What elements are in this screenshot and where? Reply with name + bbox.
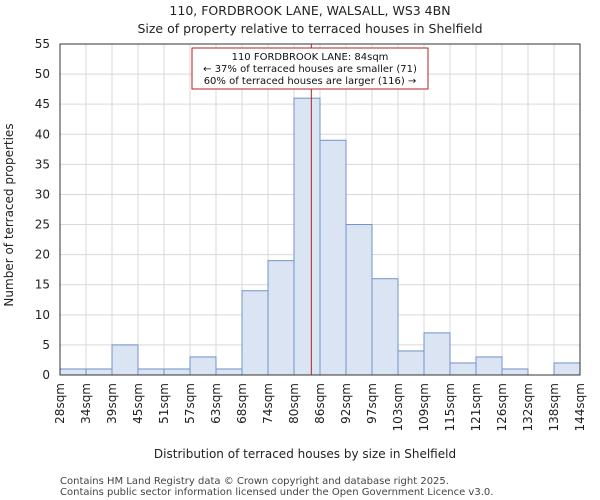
bar — [111, 344, 139, 376]
bar — [85, 368, 113, 376]
bar — [345, 224, 373, 376]
x-tick-label: 144sqm — [573, 383, 587, 431]
x-tick-label: 126sqm — [495, 383, 509, 431]
x-tick-label: 92sqm — [339, 383, 353, 424]
bar — [319, 139, 347, 376]
x-tick-label: 103sqm — [391, 383, 405, 431]
y-tick-label: 25 — [35, 218, 50, 232]
y-tick-label: 20 — [35, 248, 50, 262]
y-tick-label: 35 — [35, 157, 50, 171]
y-tick-label: 0 — [42, 368, 50, 382]
bar — [215, 368, 243, 376]
plot-frame — [59, 43, 581, 376]
bar — [371, 278, 399, 376]
bar — [501, 368, 529, 376]
x-tick-label: 97sqm — [365, 383, 379, 424]
y-tick-label: 5 — [42, 338, 50, 352]
y-tick-label: 45 — [35, 97, 50, 111]
y-tick-label: 40 — [35, 127, 50, 141]
y-tick-label: 50 — [35, 67, 50, 81]
x-tick-label: 86sqm — [313, 383, 327, 424]
bar — [553, 362, 581, 376]
x-tick-label: 115sqm — [443, 383, 457, 431]
chart-subtitle: Size of property relative to terraced ho… — [137, 21, 482, 36]
bar — [475, 356, 503, 376]
bar — [293, 97, 321, 376]
x-tick-label: 121sqm — [469, 383, 483, 431]
axes — [59, 43, 581, 376]
annotation-line-3: 60% of terraced houses are larger (116) … — [204, 76, 417, 87]
footer-line-2: Contains public sector information licen… — [60, 487, 493, 498]
chart-title: 110, FORDBROOK LANE, WALSALL, WS3 4BN — [169, 3, 450, 18]
annotation-line-2: ← 37% of terraced houses are smaller (71… — [203, 64, 417, 75]
footer-line-1: Contains HM Land Registry data © Crown c… — [60, 476, 449, 487]
bar — [189, 356, 217, 376]
x-axis-label: Distribution of terraced houses by size … — [154, 447, 456, 461]
y-tick-label: 15 — [35, 278, 50, 292]
annotation-line-1: 110 FORDBROOK LANE: 84sqm — [232, 52, 389, 63]
x-tick-label: 80sqm — [287, 383, 301, 424]
annotation-box: 110 FORDBROOK LANE: 84sqm ← 37% of terra… — [191, 47, 429, 90]
x-tick-label: 51sqm — [157, 383, 171, 424]
bar — [397, 350, 425, 376]
bar — [163, 368, 191, 376]
y-tick-label: 30 — [35, 187, 50, 201]
y-tick-labels: 0 5 10 15 20 25 30 35 40 45 50 55 — [35, 37, 50, 382]
y-tick-label: 10 — [35, 308, 50, 322]
y-axis-label: Number of terraced properties — [2, 123, 16, 306]
x-tick-label: 28sqm — [53, 383, 67, 424]
bar — [59, 368, 87, 376]
bar — [423, 332, 451, 376]
bar — [137, 368, 165, 376]
x-tick-label: 45sqm — [131, 383, 145, 424]
x-tick-label: 74sqm — [261, 383, 275, 424]
x-tick-label: 34sqm — [79, 383, 93, 424]
x-tick-label: 138sqm — [547, 383, 561, 431]
x-tick-label: 132sqm — [521, 383, 535, 431]
x-tick-labels: 28sqm 34sqm 39sqm 45sqm 51sqm 57sqm 63sqm 68sqm… — [53, 383, 587, 431]
bar — [241, 290, 269, 376]
bar — [267, 260, 295, 376]
y-tick-label: 55 — [35, 37, 50, 51]
x-tick-label: 109sqm — [417, 383, 431, 431]
x-tick-label: 68sqm — [235, 383, 249, 424]
x-tick-label: 57sqm — [183, 383, 197, 424]
x-tick-label: 63sqm — [209, 383, 223, 424]
bar — [449, 362, 477, 376]
x-tick-label: 39sqm — [105, 383, 119, 424]
